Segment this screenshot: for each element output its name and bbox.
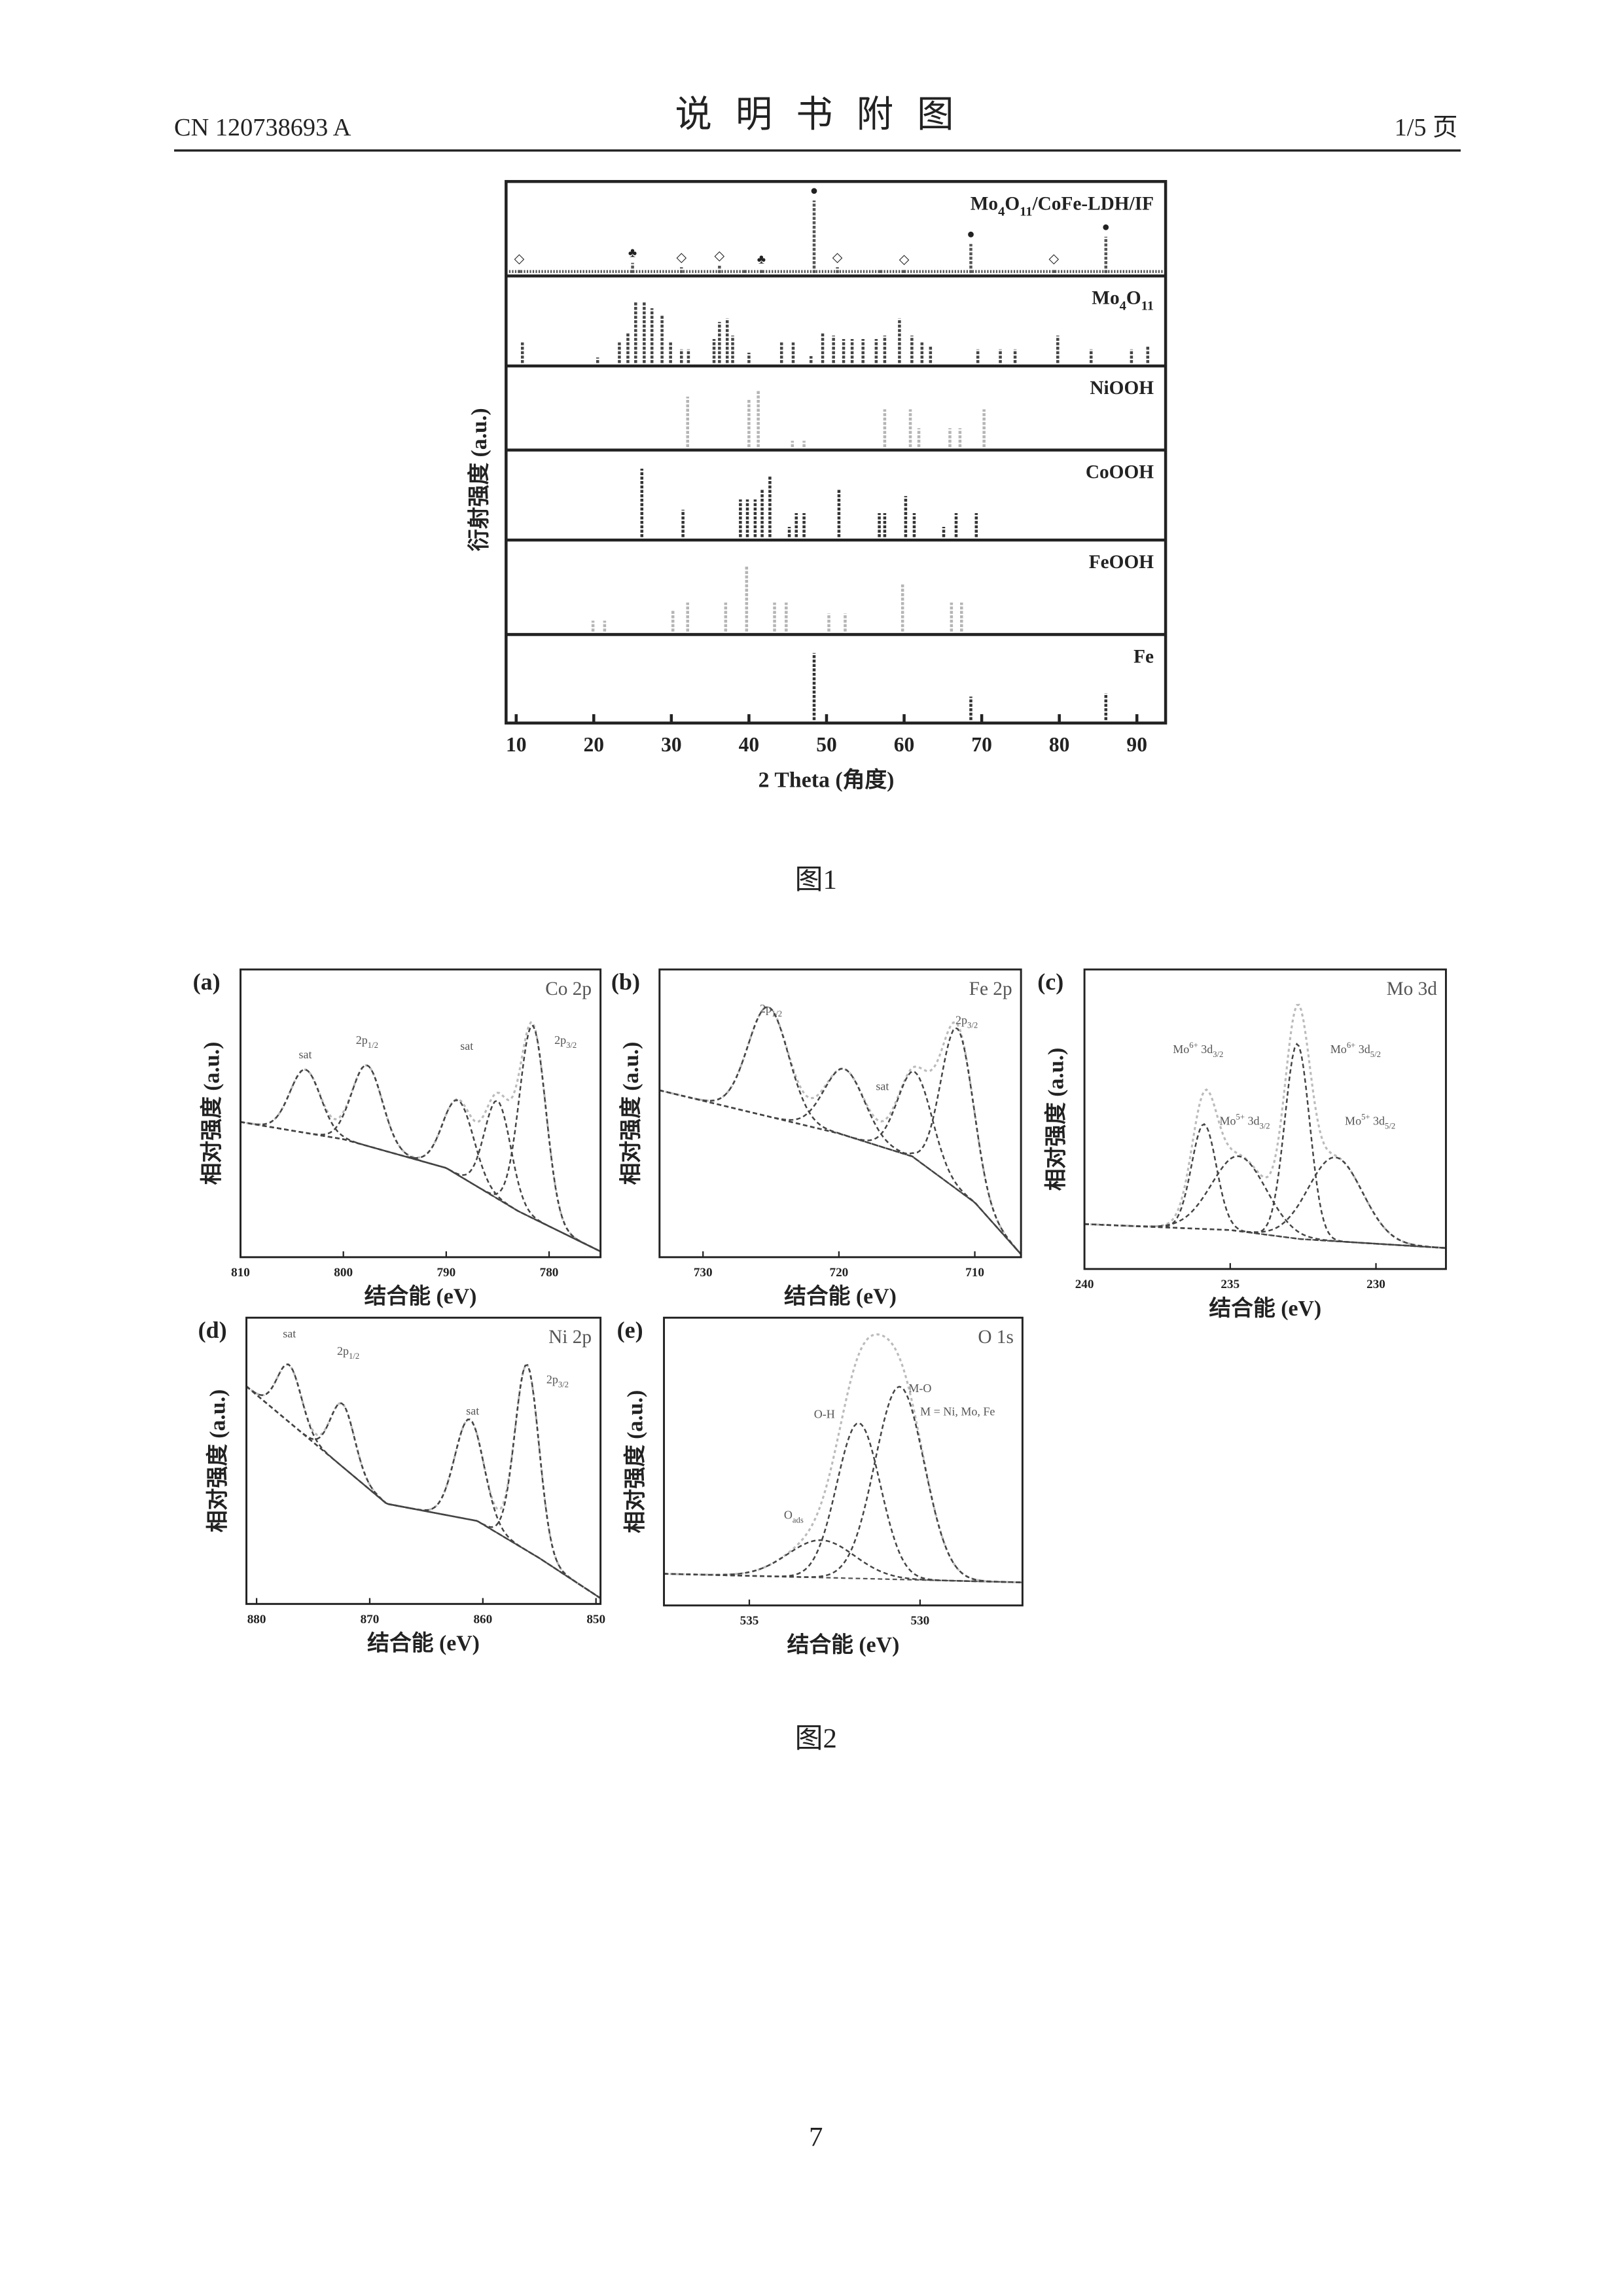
peak-annotation: M = Ni, Mo, Fe [920, 1405, 995, 1418]
peak-annotation: sat [466, 1405, 479, 1418]
x-tick-label: 10 [506, 733, 527, 756]
y-axis-label: 相对强度 (a.u.) [205, 1390, 230, 1533]
panel-title: Co 2p [545, 978, 592, 999]
x-tick-label: 730 [694, 1266, 713, 1280]
doc-number: CN 120738693 A [174, 114, 351, 141]
x-tick-label: 850 [586, 1613, 605, 1626]
panel-letter: (c) [1037, 969, 1063, 995]
page-of: 1/5 页 [1395, 114, 1458, 141]
series-name: FeOOH [1089, 552, 1154, 573]
peak-marker: ● [810, 184, 818, 198]
peak-marker: ● [967, 227, 974, 242]
peak-annotation: sat [876, 1080, 889, 1093]
x-tick-label: 720 [830, 1266, 849, 1280]
panel-letter: (a) [193, 969, 221, 995]
panel-letter: (d) [198, 1317, 227, 1343]
panel-title: O 1s [978, 1327, 1014, 1348]
x-axis-label: 结合能 (eV) [365, 1284, 477, 1309]
x-tick-label: 40 [739, 733, 760, 756]
y-axis-label: 相对强度 (a.u.) [618, 1042, 643, 1185]
x-tick-label: 800 [334, 1266, 353, 1280]
peak-marker: ♣ [757, 253, 766, 267]
x-tick-label: 60 [894, 733, 915, 756]
peak-marker: ◇ [514, 252, 525, 266]
series-name: NiOOH [1090, 378, 1154, 399]
x-tick-label: 810 [231, 1266, 250, 1280]
x-tick-label: 530 [910, 1614, 929, 1628]
panel-title: Fe 2p [969, 978, 1012, 999]
peak-marker: ♣ [628, 246, 637, 260]
peak-marker: ● [1102, 220, 1110, 234]
figure-caption: 图2 [795, 1723, 837, 1754]
doc-title: 说明书附图 [675, 94, 977, 135]
peak-annotation: sat [299, 1048, 312, 1061]
x-axis-label: 结合能 (eV) [784, 1284, 897, 1309]
peak-marker: ◇ [832, 250, 843, 264]
page-number: 7 [809, 2122, 823, 2153]
y-axis-label: 相对强度 (a.u.) [200, 1042, 224, 1185]
x-tick-label: 235 [1221, 1278, 1240, 1291]
series-name: CoOOH [1086, 461, 1154, 482]
peak-marker: ◇ [715, 249, 725, 263]
series-name: Fe [1133, 646, 1154, 667]
peak-marker: ◇ [899, 253, 910, 267]
y-axis-label: 相对强度 (a.u.) [623, 1390, 648, 1534]
peak-annotation: sat [460, 1039, 473, 1052]
x-axis-label: 结合能 (eV) [787, 1632, 900, 1657]
x-tick-label: 870 [361, 1613, 380, 1626]
x-tick-label: 20 [584, 733, 605, 756]
figure-caption: 图1 [795, 865, 837, 895]
x-tick-label: 240 [1075, 1278, 1094, 1291]
x-axis-label: 结合能 (eV) [367, 1631, 480, 1656]
y-axis-label: 衍射强度 (a.u.) [467, 408, 491, 551]
y-axis-label: 相对强度 (a.u.) [1043, 1048, 1068, 1191]
peak-annotation: O-H [814, 1408, 835, 1421]
x-tick-label: 30 [661, 733, 682, 756]
peak-marker: ◇ [1049, 252, 1060, 266]
x-tick-label: 535 [740, 1614, 759, 1628]
x-tick-label: 710 [965, 1266, 984, 1280]
panel-title: Mo 3d [1387, 978, 1438, 999]
peak-annotation: M-O [908, 1382, 931, 1395]
x-tick-label: 860 [473, 1613, 492, 1626]
x-tick-label: 880 [247, 1613, 266, 1626]
panel-letter: (b) [611, 969, 640, 995]
x-tick-label: 230 [1366, 1278, 1385, 1291]
x-axis-label: 结合能 (eV) [1209, 1296, 1321, 1321]
panel-title: Ni 2p [548, 1327, 592, 1348]
x-tick-label: 790 [437, 1266, 455, 1280]
x-tick-label: 780 [540, 1266, 559, 1280]
x-tick-label: 70 [971, 733, 992, 756]
peak-annotation: sat [283, 1327, 296, 1340]
panel-letter: (e) [617, 1317, 643, 1343]
x-tick-label: 80 [1049, 733, 1070, 756]
peak-marker: ◇ [676, 250, 687, 264]
x-axis-label: 2 Theta (角度) [758, 768, 895, 793]
x-tick-label: 50 [816, 733, 837, 756]
x-tick-label: 90 [1126, 733, 1147, 756]
